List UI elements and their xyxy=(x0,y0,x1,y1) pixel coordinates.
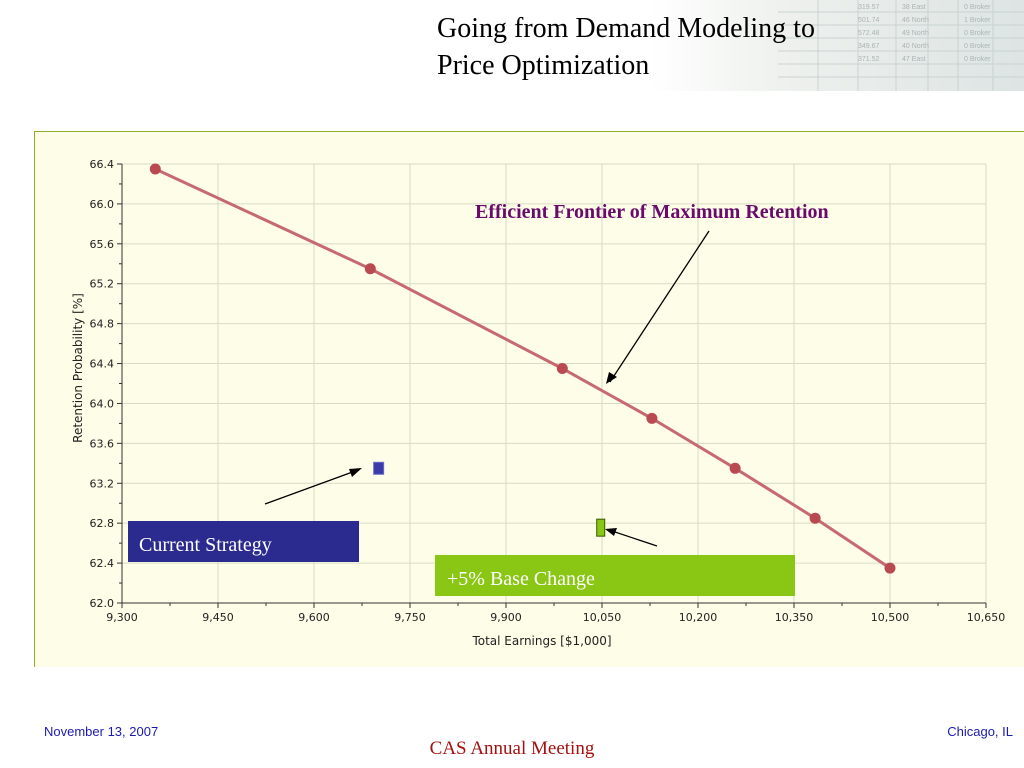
y-axis-label: Retention Probability [%] xyxy=(71,293,85,443)
spreadsheet-background-graphic: 319.57 38 East 0 Broker 501.74 46 North 1 Br… xyxy=(778,0,1024,91)
frontier-point xyxy=(809,512,821,524)
svg-text:0 Broker: 0 Broker xyxy=(964,4,991,11)
svg-text:49 North: 49 North xyxy=(902,30,929,37)
frontier-point xyxy=(884,562,896,574)
y-tick-label: 62.0 xyxy=(90,597,115,610)
y-tick-label: 65.6 xyxy=(90,238,115,251)
y-tick-label: 62.8 xyxy=(90,517,115,530)
y-tick-label: 63.2 xyxy=(90,477,115,490)
svg-text:501.74: 501.74 xyxy=(858,17,880,24)
slide-title-line-1: Going from Demand Modeling to xyxy=(437,13,815,44)
svg-text:47 East: 47 East xyxy=(902,56,926,63)
svg-text:1 Broker: 1 Broker xyxy=(964,17,991,24)
x-tick-label: 10,350 xyxy=(775,611,814,624)
svg-text:572.48: 572.48 xyxy=(858,30,880,37)
efficient-frontier-chart: 9,300 9,450 9,600 9,750 9,900 10,050 10,200 10,… xyxy=(71,158,1006,648)
y-tick-label: 65.2 xyxy=(90,278,115,291)
chart-axes: 9,300 9,450 9,600 9,750 9,900 10,050 10,200 10,… xyxy=(90,158,1006,624)
header-spreadsheet-image: 319.57 38 East 0 Broker 501.74 46 North 1 Br… xyxy=(418,0,1024,91)
x-axis-label: Total Earnings [$1,000] xyxy=(471,634,611,648)
chart-panel: 9,300 9,450 9,600 9,750 9,900 10,050 10,200 10,… xyxy=(34,131,1024,667)
base-change-point xyxy=(596,518,606,537)
chart-series xyxy=(149,163,896,574)
y-tick-label: 66.4 xyxy=(90,158,115,171)
svg-text:349.67: 349.67 xyxy=(858,43,880,50)
y-tick-label: 66.0 xyxy=(90,198,115,211)
x-tick-label: 10,200 xyxy=(679,611,718,624)
footer-meeting-name: CAS Annual Meeting xyxy=(429,738,595,759)
slide-title: Going from Demand Modeling to Price Opti… xyxy=(437,10,937,84)
svg-text:371.52: 371.52 xyxy=(858,56,880,63)
y-tick-label: 62.4 xyxy=(90,557,115,570)
slide-title-line-2: Price Optimization xyxy=(437,50,650,81)
footer-date: November 13, 2007 xyxy=(44,724,159,739)
frontier-callout-arrowhead xyxy=(606,372,617,384)
svg-text:0 Broker: 0 Broker xyxy=(964,56,991,63)
current-strategy-label: Current Strategy xyxy=(139,534,272,556)
frontier-callout-label: Efficient Frontier of Maximum Retention xyxy=(475,201,829,223)
y-tick-label: 63.6 xyxy=(90,437,115,450)
svg-text:0 Broker: 0 Broker xyxy=(964,30,991,37)
svg-text:0 Broker: 0 Broker xyxy=(964,43,991,50)
frontier-point xyxy=(364,263,376,275)
y-tick-label: 64.8 xyxy=(90,318,115,331)
svg-text:319.57: 319.57 xyxy=(858,4,880,11)
svg-text:38 East: 38 East xyxy=(902,4,926,11)
frontier-point xyxy=(149,163,161,175)
y-tick-label: 64.0 xyxy=(90,397,115,410)
frontier-point xyxy=(556,363,568,375)
current-strategy-arrowhead xyxy=(349,468,362,477)
frontier-point xyxy=(646,412,658,424)
current-strategy-point xyxy=(373,461,385,475)
x-tick-label: 10,650 xyxy=(967,611,1006,624)
current-strategy-box xyxy=(128,521,359,562)
x-tick-label: 9,750 xyxy=(394,611,426,624)
footer-location: Chicago, IL xyxy=(947,724,1013,739)
base-change-arrowhead xyxy=(605,528,617,536)
x-tick-label: 10,050 xyxy=(583,611,622,624)
x-tick-label: 9,600 xyxy=(298,611,330,624)
frontier-line xyxy=(154,167,891,570)
x-tick-label: 9,300 xyxy=(106,611,138,624)
x-tick-label: 9,450 xyxy=(202,611,234,624)
base-change-label: +5% Base Change xyxy=(447,568,595,590)
x-tick-label: 10,500 xyxy=(871,611,910,624)
frontier-callout-arrow xyxy=(609,230,710,383)
base-change-box xyxy=(435,555,795,596)
y-tick-label: 64.4 xyxy=(90,358,115,371)
frontier-point xyxy=(729,462,741,474)
x-tick-label: 9,900 xyxy=(490,611,522,624)
svg-text:46 North: 46 North xyxy=(902,17,929,24)
svg-text:40 North: 40 North xyxy=(902,43,929,50)
current-strategy-arrow xyxy=(264,469,359,505)
base-change-arrow xyxy=(608,529,658,547)
